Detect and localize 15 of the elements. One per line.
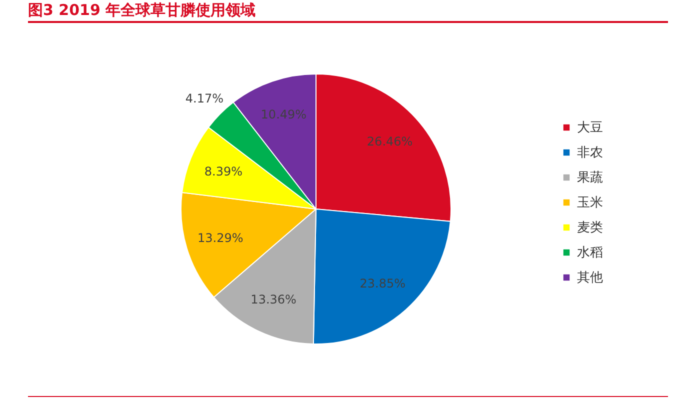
data-label: 13.29% — [198, 231, 244, 246]
legend-label: 玉米 — [577, 196, 603, 210]
legend-label: 大豆 — [577, 120, 603, 136]
data-label: 8.39% — [204, 164, 243, 178]
chart-title: 图3 2019 年全球草甘膦使用领域 — [28, 1, 256, 20]
legend-label: 果蔬 — [577, 170, 603, 186]
data-label: 13.36% — [250, 292, 296, 306]
legend-label: 麦类 — [577, 220, 603, 236]
data-label: 26.46% — [366, 134, 413, 149]
data-label: 10.49% — [260, 107, 307, 122]
data-label: 23.85% — [360, 276, 406, 290]
legend-label: 水稻 — [577, 246, 603, 260]
data-label: 4.17% — [185, 92, 224, 106]
legend-label: 非农 — [577, 146, 603, 160]
legend-label: 其他 — [577, 270, 603, 286]
